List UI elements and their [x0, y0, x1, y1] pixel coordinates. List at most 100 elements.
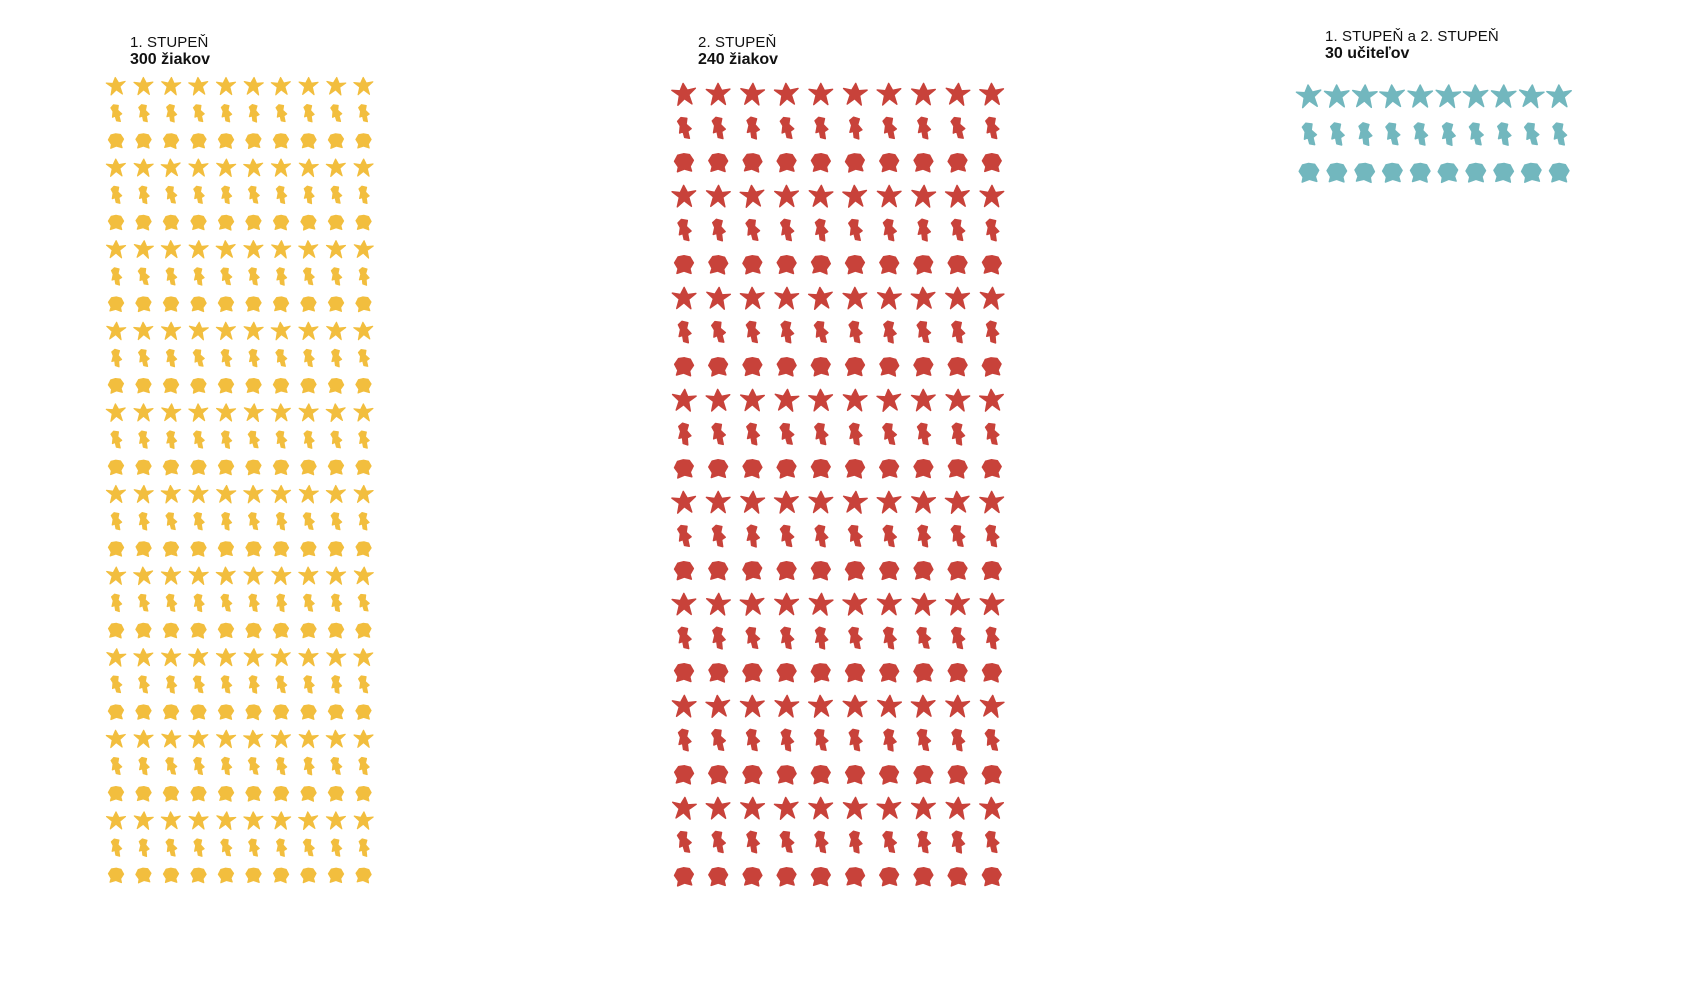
student-figure-icon — [776, 663, 797, 683]
teacher-figure-icon — [1298, 162, 1320, 183]
student-figure-icon — [325, 240, 347, 259]
student-figure-icon — [985, 524, 1000, 548]
student-figure-icon — [106, 648, 127, 667]
student-figure-icon — [844, 255, 866, 275]
student-figure-icon — [916, 728, 932, 752]
student-figure-icon — [779, 830, 795, 853]
student-figure-icon — [243, 811, 264, 830]
student-figure-icon — [188, 811, 209, 830]
student-figure-icon — [190, 214, 207, 231]
student-figure-icon — [842, 82, 868, 106]
student-figure-icon — [190, 785, 207, 802]
student-figure-icon — [192, 430, 205, 449]
student-figure-icon — [776, 255, 797, 275]
student-figure-icon — [711, 422, 727, 446]
student-figure-icon — [216, 158, 237, 178]
student-figure-icon — [166, 103, 178, 123]
student-figure-icon — [138, 675, 150, 694]
student-figure-icon — [192, 675, 205, 694]
student-figure-icon — [945, 388, 971, 412]
student-figure-icon — [193, 593, 205, 613]
student-figure-icon — [275, 185, 288, 204]
student-figure-icon — [774, 388, 800, 412]
student-figure-icon — [270, 484, 292, 504]
student-figure-icon — [161, 403, 182, 422]
student-figure-icon — [774, 694, 800, 718]
teacher-figure-icon — [1435, 84, 1462, 109]
student-figure-icon — [355, 622, 372, 639]
student-figure-icon — [162, 459, 180, 476]
student-figure-icon — [678, 422, 692, 446]
student-figure-icon — [842, 796, 868, 820]
student-figure-icon — [879, 561, 900, 581]
student-figure-icon — [945, 694, 971, 718]
student-figure-icon — [215, 566, 236, 586]
student-figure-icon — [673, 765, 695, 785]
student-figure-icon — [217, 296, 235, 313]
student-figure-icon — [671, 796, 697, 820]
student-figure-icon — [190, 622, 207, 639]
student-figure-icon — [876, 388, 902, 412]
student-figure-icon — [808, 82, 834, 106]
student-figure-icon — [848, 218, 863, 242]
student-figure-icon — [133, 403, 154, 422]
student-figure-icon — [245, 785, 262, 802]
student-figure-icon — [913, 663, 934, 683]
student-figure-icon — [272, 133, 290, 149]
student-figure-icon — [842, 184, 868, 208]
student-figure-icon — [355, 133, 372, 149]
student-figure-icon — [215, 240, 236, 259]
student-figure-icon — [671, 82, 697, 106]
student-figure-icon — [220, 756, 233, 776]
student-figure-icon — [879, 867, 900, 887]
student-figure-icon — [774, 286, 800, 310]
student-figure-icon — [298, 729, 319, 749]
student-figure-icon — [916, 626, 932, 649]
student-figure-icon — [135, 704, 152, 720]
student-figure-icon — [135, 133, 152, 149]
student-figure-icon — [813, 320, 829, 343]
student-figure-icon — [110, 104, 123, 123]
student-figure-icon — [671, 490, 697, 514]
student-figure-icon — [353, 240, 374, 259]
student-figure-icon — [358, 756, 370, 776]
student-figure-icon — [106, 566, 127, 585]
student-figure-icon — [985, 626, 1000, 650]
student-figure-icon — [327, 296, 345, 312]
student-figure-icon — [779, 218, 795, 242]
student-figure-icon — [215, 76, 237, 96]
student-figure-icon — [814, 524, 829, 548]
student-figure-icon — [220, 675, 233, 694]
student-figure-icon — [355, 785, 372, 802]
student-figure-icon — [673, 255, 695, 275]
student-figure-icon — [138, 511, 150, 531]
student-figure-icon — [355, 867, 372, 884]
student-figure-icon — [883, 320, 897, 344]
student-figure-icon — [162, 133, 180, 150]
student-figure-icon — [110, 267, 123, 286]
student-figure-icon — [814, 626, 829, 650]
student-figure-icon — [981, 663, 1003, 683]
student-figure-icon — [303, 675, 315, 694]
teacher-figure-icon — [1323, 84, 1350, 108]
student-figure-icon — [842, 286, 868, 310]
student-figure-icon — [162, 296, 180, 312]
student-figure-icon — [217, 785, 235, 802]
student-figure-icon — [951, 422, 966, 446]
student-figure-icon — [848, 626, 863, 650]
student-figure-icon — [326, 76, 347, 96]
student-figure-icon — [220, 593, 233, 612]
student-figure-icon — [742, 357, 763, 377]
student-figure-icon — [917, 116, 932, 140]
student-figure-icon — [947, 459, 968, 479]
student-figure-icon — [303, 756, 315, 776]
teacher-figure-icon — [1407, 84, 1434, 108]
student-figure-icon — [944, 490, 970, 514]
student-figure-icon — [300, 459, 317, 476]
student-figure-icon — [671, 184, 697, 208]
student-figure-icon — [849, 116, 863, 140]
student-figure-icon — [188, 158, 209, 177]
teacher-figure-icon — [1462, 84, 1489, 109]
student-figure-icon — [357, 593, 370, 612]
student-figure-icon — [105, 811, 127, 830]
